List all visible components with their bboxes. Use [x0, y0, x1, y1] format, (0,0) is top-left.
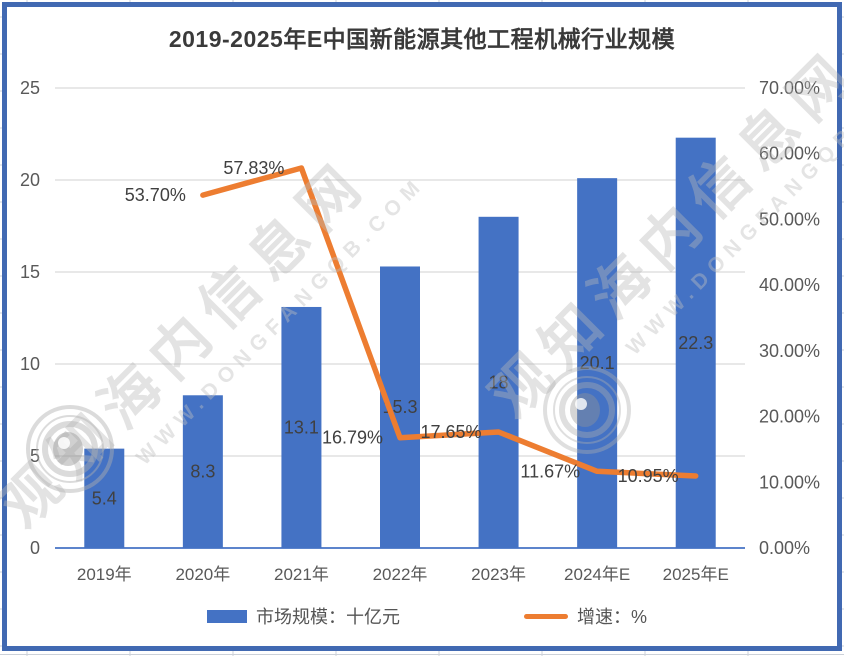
right-axis-tick-label: 40.00% — [759, 275, 820, 295]
x-axis-category-label: 2024年E — [564, 565, 630, 584]
right-axis-tick-label: 30.00% — [759, 341, 820, 361]
growth-rate-line — [200, 165, 699, 479]
bar-data-label: 18 — [489, 372, 509, 392]
right-axis-tick-label: 60.00% — [759, 144, 820, 164]
x-axis-category-label: 2019年 — [77, 565, 132, 584]
chart-legend: 市场规模：十亿元 增速：% — [0, 602, 844, 630]
bar-data-label: 13.1 — [284, 417, 319, 437]
right-axis-tick-label: 0.00% — [759, 538, 810, 558]
left-axis-tick-label: 10 — [20, 354, 40, 374]
bar-2024年E — [577, 178, 618, 548]
line-series-swatch — [524, 613, 568, 619]
left-axis-tick-label: 25 — [20, 78, 40, 98]
x-axis-category-label: 2021年 — [274, 565, 329, 584]
legend-label-growth-rate: 增速：% — [577, 607, 648, 627]
x-axis-category-label: 2020年 — [175, 565, 230, 584]
bar-data-label: 20.1 — [580, 353, 615, 373]
line-data-label: 10.95% — [618, 466, 679, 486]
right-axis-tick-label: 10.00% — [759, 472, 820, 492]
x-axis-category-label: 2025年E — [663, 565, 729, 584]
legend-label-market-size: 市场规模：十亿元 — [256, 607, 400, 627]
bar-2021年 — [281, 306, 322, 548]
x-axis-category-label: 2022年 — [373, 565, 428, 584]
line-data-label: 17.65% — [421, 422, 482, 442]
line-data-label: 11.67% — [520, 461, 580, 481]
line-data-label: 57.83% — [223, 158, 284, 178]
left-axis-tick-label: 20 — [20, 170, 40, 190]
right-axis-tick-label: 50.00% — [759, 209, 820, 229]
bar-2023年 — [478, 216, 519, 549]
line-data-label: 16.79% — [322, 428, 383, 448]
left-axis-tick-label: 5 — [30, 446, 40, 466]
bar-data-label: 22.3 — [678, 333, 713, 353]
line-data-label: 53.70% — [125, 185, 186, 205]
bar-2020年 — [182, 395, 223, 548]
left-axis-tick-label: 0 — [30, 538, 40, 558]
bar-2019年 — [84, 448, 125, 548]
chart-title: 2019-2025年E中国新能源其他工程机械行业规模 — [168, 26, 676, 52]
x-axis-category-label: 2023年 — [471, 565, 526, 584]
legend-item-growth-rate: 增速：% — [524, 602, 647, 630]
bar-2025年E — [675, 137, 716, 548]
legend-item-market-size: 市场规模：十亿元 — [207, 602, 400, 630]
bar-series-swatch — [207, 609, 247, 623]
bar-data-label: 5.4 — [92, 488, 117, 508]
left-axis-tick-label: 15 — [20, 262, 40, 282]
right-axis-tick-label: 70.00% — [759, 78, 820, 98]
bar-data-label: 8.3 — [190, 462, 215, 482]
right-axis-tick-label: 20.00% — [759, 407, 820, 427]
